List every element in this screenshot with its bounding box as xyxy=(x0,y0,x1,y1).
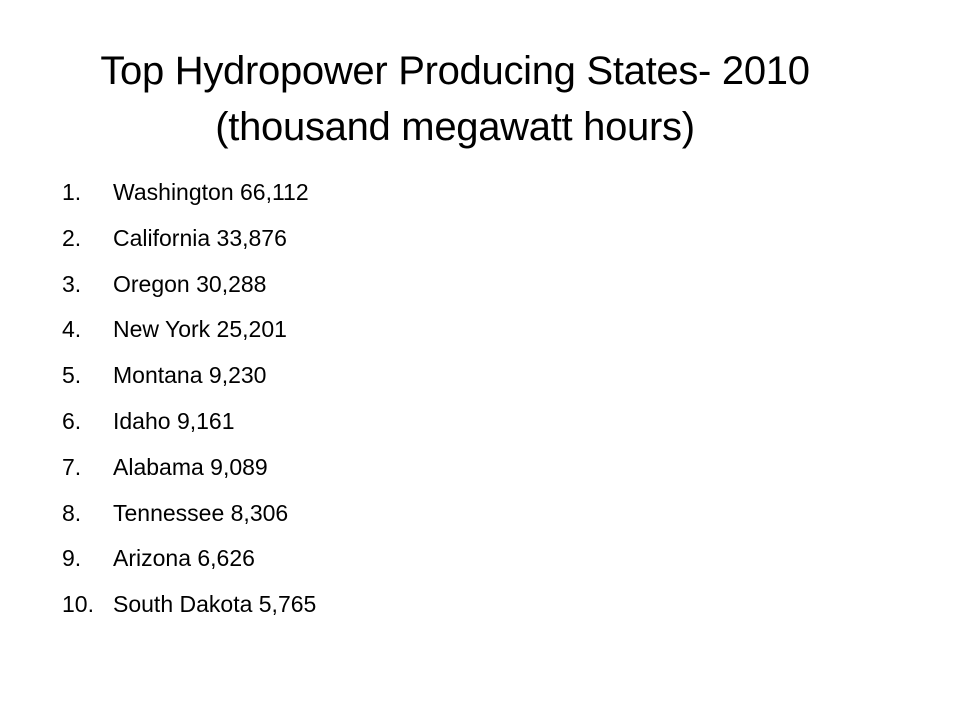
list-marker: 5. xyxy=(62,362,82,389)
list-item: New York 25,201 xyxy=(113,316,287,343)
list-item: Montana 9,230 xyxy=(113,362,267,389)
list-item: Oregon 30,288 xyxy=(113,270,267,297)
list-marker: 7. xyxy=(62,453,82,480)
list-item: Idaho 9,161 xyxy=(113,408,235,434)
list-marker: 4. xyxy=(62,316,82,343)
list-marker: 8. xyxy=(62,499,82,526)
list-item: Alabama 9,089 xyxy=(113,453,268,480)
list-marker: 9. xyxy=(62,545,82,572)
list-marker: 2. xyxy=(62,224,82,251)
list-marker: 1. xyxy=(62,179,82,205)
list-marker: 10. xyxy=(62,591,94,618)
list-item: Washington 66,112 xyxy=(113,179,309,205)
list-item: California 33,876 xyxy=(113,224,287,251)
title-line: Top Hydropower Producing States- 2010 xyxy=(100,49,810,93)
list-item: Arizona 6,626 xyxy=(113,545,255,572)
list-marker: 3. xyxy=(62,270,82,297)
title-line: (thousand megawatt hours) xyxy=(215,105,695,149)
list-marker: 6. xyxy=(62,408,82,434)
list-item: South Dakota 5,765 xyxy=(113,591,317,618)
list-item: Tennessee 8,306 xyxy=(113,499,289,526)
